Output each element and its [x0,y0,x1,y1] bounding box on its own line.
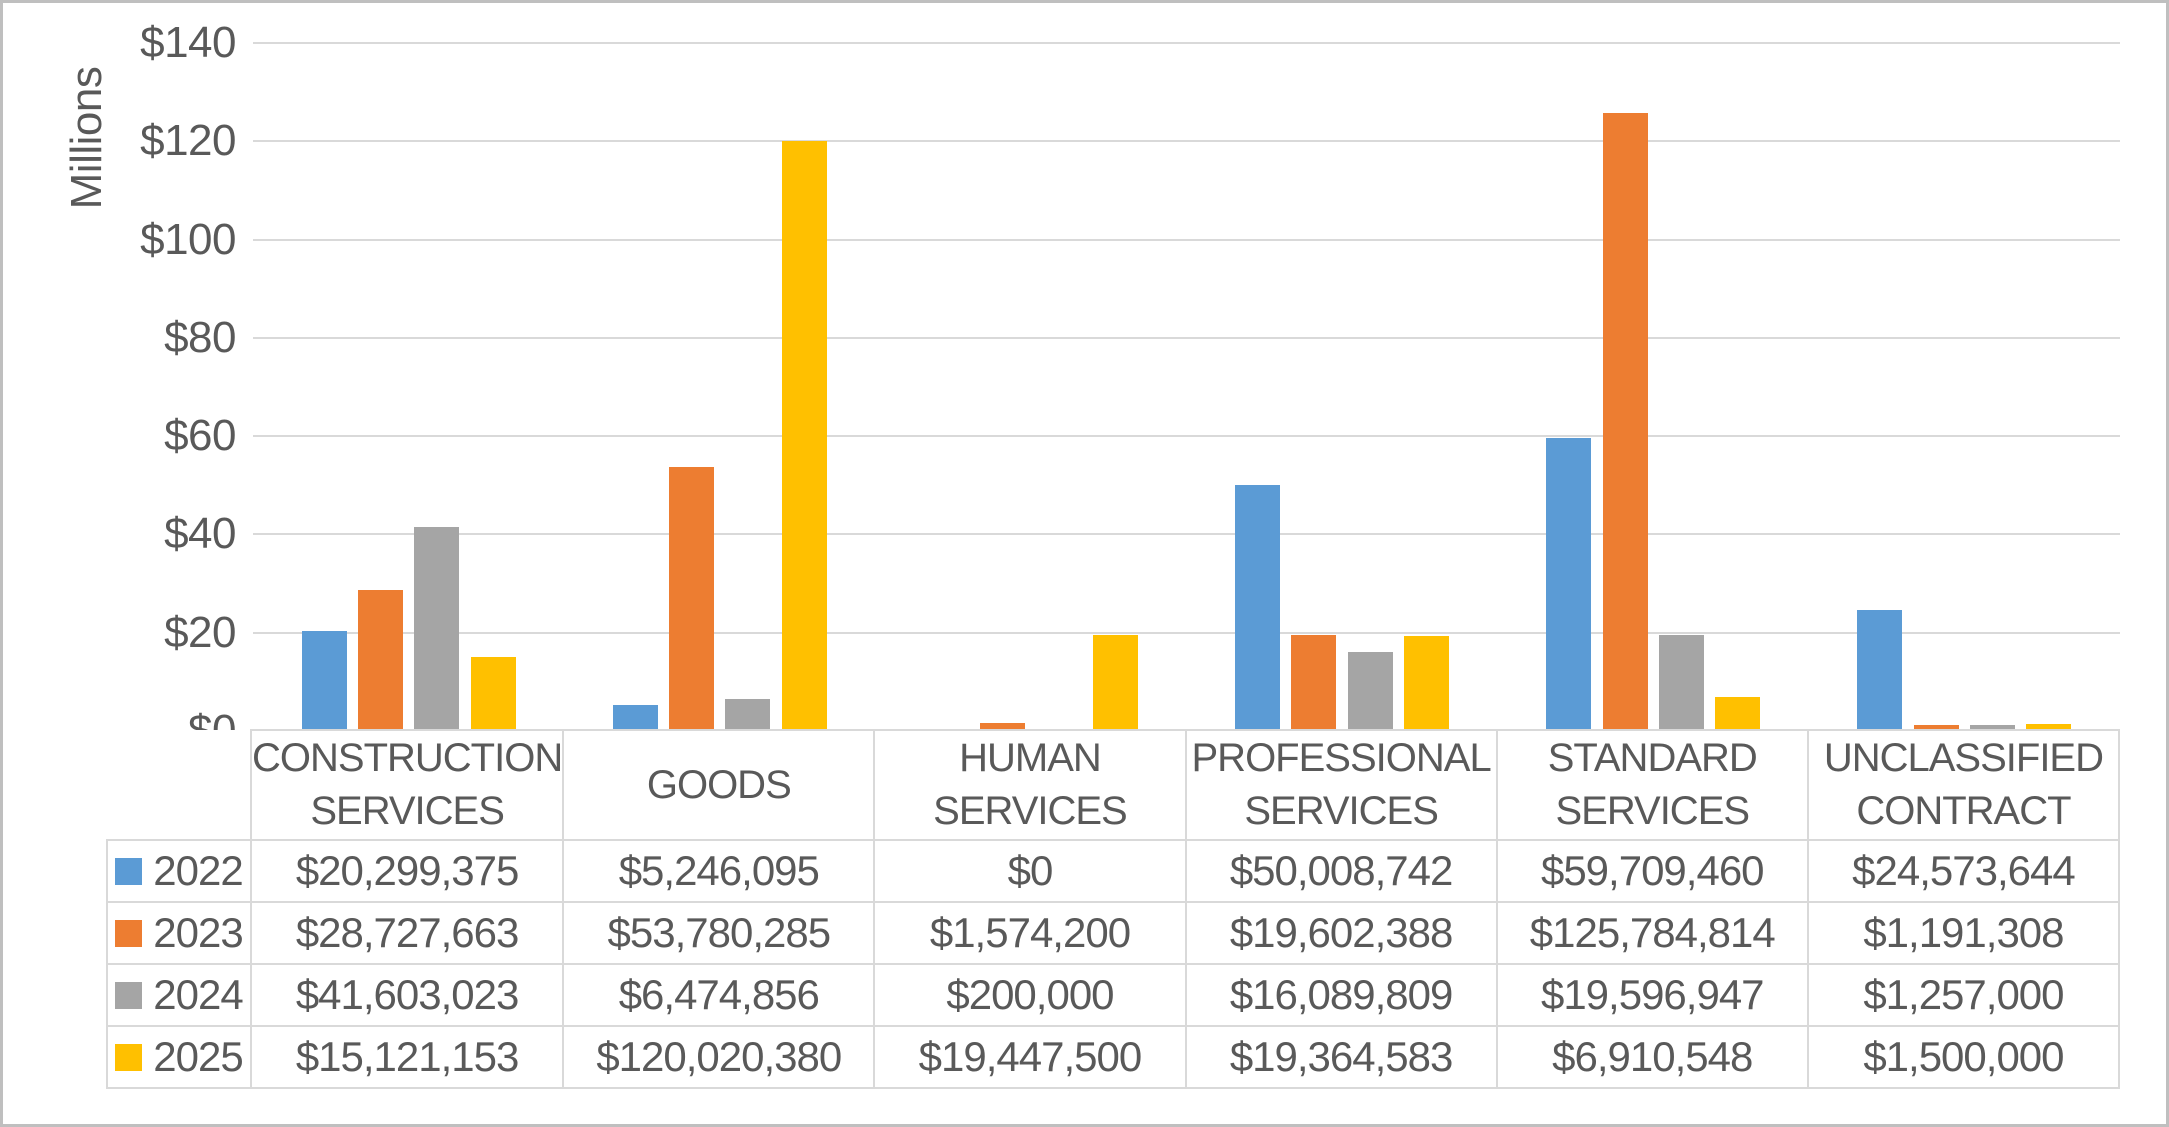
y-axis-tick-label: $140 [140,18,236,67]
value-2025-professional-services: $19,364,583 [1184,1025,1498,1089]
legend-swatch-2023 [115,919,143,947]
bar-2022-standard-services[interactable] [1546,438,1591,731]
value-2025-construction-services: $15,121,153 [249,1025,565,1089]
value-2024-goods: $6,474,856 [562,963,876,1027]
series-row-2023: 2023 $28,727,663 $53,780,285 $1,574,200 $19,… [106,901,2121,965]
bar-2025-construction-services[interactable] [471,657,516,731]
y-axis-tick-label: $120 [140,116,236,166]
bar-2023-professional-services[interactable] [1291,635,1336,731]
value-2023-unclassified-contract: $1,191,308 [1806,901,2121,965]
bar-2025-unclassified-contract[interactable] [2026,724,2071,731]
value-2023-construction-services: $28,727,663 [249,901,565,965]
bar-2024-unclassified-contract[interactable] [1970,725,2015,731]
legend-year-label: 2024 [153,971,243,1018]
value-2023-professional-services: $19,602,388 [1184,901,1498,965]
bar-2025-human-services[interactable] [1093,635,1138,731]
value-2024-human-services: $200,000 [873,963,1187,1027]
value-2022-construction-services: $20,299,375 [249,839,565,903]
bar-2024-construction-services[interactable] [414,527,459,731]
legend-cell-2025: 2025 [106,1025,252,1089]
category-header-human-services: HUMAN SERVICES [873,729,1187,841]
bar-2022-goods[interactable] [613,705,658,731]
series-row-2022: 2022 $20,299,375 $5,246,095 $0 $50,008,742 $5… [106,839,2121,903]
category-header-construction-services: CONSTRUCTION SERVICES [249,729,565,841]
legend-cell-2024: 2024 [106,963,252,1027]
value-2022-goods: $5,246,095 [562,839,876,903]
value-2024-professional-services: $16,089,809 [1184,963,1498,1027]
value-2025-unclassified-contract: $1,500,000 [1806,1025,2121,1089]
legend-year-label: 2023 [153,909,243,956]
category-header-standard-services: STANDARD SERVICES [1495,729,1809,841]
bar-2022-construction-services[interactable] [302,631,347,731]
bar-2023-human-services[interactable] [980,723,1025,731]
bar-2023-unclassified-contract[interactable] [1914,725,1959,731]
bar-2024-professional-services[interactable] [1348,652,1393,731]
category-header-professional-services: PROFESSIONAL SERVICES [1184,729,1498,841]
value-2024-unclassified-contract: $1,257,000 [1806,963,2121,1027]
value-2025-human-services: $19,447,500 [873,1025,1187,1089]
y-axis-tick-label: $20 [164,607,236,657]
table-corner-spacer [107,730,251,840]
y-axis-tick-label: $60 [164,411,236,461]
gridline [253,435,2120,438]
bar-2023-standard-services[interactable] [1603,113,1648,731]
bar-2023-goods[interactable] [669,467,714,731]
gridline [253,533,2120,536]
y-axis-tick-label: $100 [140,214,236,264]
legend-year-label: 2025 [153,1033,243,1080]
value-2023-human-services: $1,574,200 [873,901,1187,965]
gridline [253,42,2120,44]
gridline [253,140,2120,143]
bar-2022-professional-services[interactable] [1235,485,1280,731]
bar-2024-goods[interactable] [725,699,770,731]
chart-data-table: CONSTRUCTION SERVICES GOODS HUMAN SERVICES… [106,729,2121,1089]
value-2024-construction-services: $41,603,023 [249,963,565,1027]
legend-cell-2023: 2023 [106,901,252,965]
value-2022-professional-services: $50,008,742 [1184,839,1498,903]
value-2025-goods: $120,020,380 [562,1025,876,1089]
category-header-goods: GOODS [562,729,876,841]
y-axis-tick-label: $40 [164,509,236,559]
bar-2025-goods[interactable] [782,141,827,731]
series-row-2024: 2024 $41,603,023 $6,474,856 $200,000 $16,089… [106,963,2121,1027]
category-header-unclassified-contract: UNCLASSIFIED CONTRACT [1806,729,2121,841]
value-2023-goods: $53,780,285 [562,901,876,965]
value-2023-standard-services: $125,784,814 [1495,901,1809,965]
gridline [253,631,2120,634]
series-row-2025: 2025 $15,121,153 $120,020,380 $19,447,500 $1… [106,1025,2121,1089]
legend-swatch-2022 [115,857,143,885]
value-2022-unclassified-contract: $24,573,644 [1806,839,2121,903]
value-2022-standard-services: $59,709,460 [1495,839,1809,903]
legend-swatch-2025 [115,1043,143,1071]
gridline [253,238,2120,241]
legend-year-label: 2022 [153,847,243,894]
legend-cell-2022: 2022 [106,839,252,903]
value-2024-standard-services: $19,596,947 [1495,963,1809,1027]
bar-2023-construction-services[interactable] [358,590,403,731]
plot-area [3,3,2166,1124]
gridline [253,336,2120,339]
bar-2022-unclassified-contract[interactable] [1857,610,1902,731]
category-header-row: CONSTRUCTION SERVICES GOODS HUMAN SERVICES… [107,729,2121,841]
bar-2025-professional-services[interactable] [1404,636,1449,731]
legend-swatch-2024 [115,981,143,1009]
value-2022-human-services: $0 [873,839,1187,903]
value-2025-standard-services: $6,910,548 [1495,1025,1809,1089]
y-axis-tick-label: $80 [164,312,236,362]
bar-2024-standard-services[interactable] [1659,635,1704,731]
data-table: CONSTRUCTION SERVICES GOODS HUMAN SERVICES… [106,729,2121,1089]
bar-2025-standard-services[interactable] [1715,697,1760,731]
